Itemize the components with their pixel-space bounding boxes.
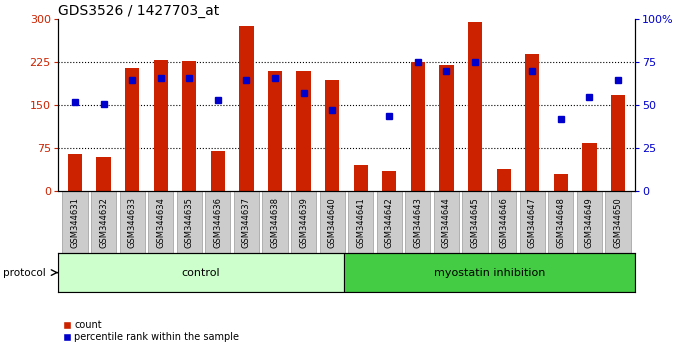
Text: GSM344650: GSM344650 xyxy=(613,197,622,247)
Bar xyxy=(496,170,511,191)
Text: GSM344643: GSM344643 xyxy=(413,197,422,247)
Bar xyxy=(611,95,625,191)
Text: GSM344632: GSM344632 xyxy=(99,197,108,247)
FancyBboxPatch shape xyxy=(491,191,516,253)
Text: GSM344633: GSM344633 xyxy=(128,196,137,248)
Text: GSM344634: GSM344634 xyxy=(156,197,165,247)
FancyBboxPatch shape xyxy=(262,191,288,253)
Text: myostatin inhibition: myostatin inhibition xyxy=(434,268,545,278)
Text: GSM344631: GSM344631 xyxy=(71,197,80,247)
FancyBboxPatch shape xyxy=(63,191,88,253)
Text: GSM344647: GSM344647 xyxy=(528,197,537,247)
FancyBboxPatch shape xyxy=(148,191,173,253)
FancyBboxPatch shape xyxy=(348,191,373,253)
Bar xyxy=(354,165,368,191)
Text: GSM344640: GSM344640 xyxy=(328,197,337,247)
Bar xyxy=(97,157,111,191)
FancyBboxPatch shape xyxy=(577,191,602,253)
FancyBboxPatch shape xyxy=(91,191,116,253)
Bar xyxy=(439,65,454,191)
FancyBboxPatch shape xyxy=(605,191,630,253)
FancyBboxPatch shape xyxy=(405,191,430,253)
FancyBboxPatch shape xyxy=(320,191,345,253)
Text: GSM344649: GSM344649 xyxy=(585,197,594,247)
Bar xyxy=(582,143,596,191)
Text: GSM344644: GSM344644 xyxy=(442,197,451,247)
Bar xyxy=(382,171,396,191)
FancyBboxPatch shape xyxy=(548,191,573,253)
Bar xyxy=(411,62,425,191)
Text: GSM344645: GSM344645 xyxy=(471,197,479,247)
Legend: count, percentile rank within the sample: count, percentile rank within the sample xyxy=(63,320,239,342)
FancyBboxPatch shape xyxy=(291,191,316,253)
Bar xyxy=(125,68,139,191)
FancyBboxPatch shape xyxy=(177,191,202,253)
FancyBboxPatch shape xyxy=(343,253,635,292)
Bar xyxy=(211,151,225,191)
Bar xyxy=(525,54,539,191)
FancyBboxPatch shape xyxy=(120,191,145,253)
FancyBboxPatch shape xyxy=(434,191,459,253)
FancyBboxPatch shape xyxy=(58,253,343,292)
Text: control: control xyxy=(182,268,220,278)
Bar xyxy=(296,71,311,191)
FancyBboxPatch shape xyxy=(205,191,231,253)
FancyBboxPatch shape xyxy=(234,191,259,253)
Text: GSM344648: GSM344648 xyxy=(556,197,565,247)
Text: GSM344639: GSM344639 xyxy=(299,197,308,247)
Text: GSM344642: GSM344642 xyxy=(385,197,394,247)
Text: GDS3526 / 1427703_at: GDS3526 / 1427703_at xyxy=(58,5,219,18)
Text: GSM344636: GSM344636 xyxy=(214,196,222,248)
Text: protocol: protocol xyxy=(3,268,46,278)
Text: GSM344638: GSM344638 xyxy=(271,196,279,248)
Text: GSM344646: GSM344646 xyxy=(499,197,508,247)
FancyBboxPatch shape xyxy=(462,191,488,253)
Bar xyxy=(554,174,568,191)
Bar xyxy=(268,71,282,191)
Bar xyxy=(68,154,82,191)
Text: GSM344641: GSM344641 xyxy=(356,197,365,247)
Bar xyxy=(325,80,339,191)
Bar xyxy=(182,61,197,191)
FancyBboxPatch shape xyxy=(377,191,402,253)
FancyBboxPatch shape xyxy=(520,191,545,253)
Bar xyxy=(468,22,482,191)
Bar xyxy=(239,26,254,191)
Text: GSM344635: GSM344635 xyxy=(185,197,194,247)
Bar xyxy=(154,59,168,191)
Text: GSM344637: GSM344637 xyxy=(242,196,251,248)
